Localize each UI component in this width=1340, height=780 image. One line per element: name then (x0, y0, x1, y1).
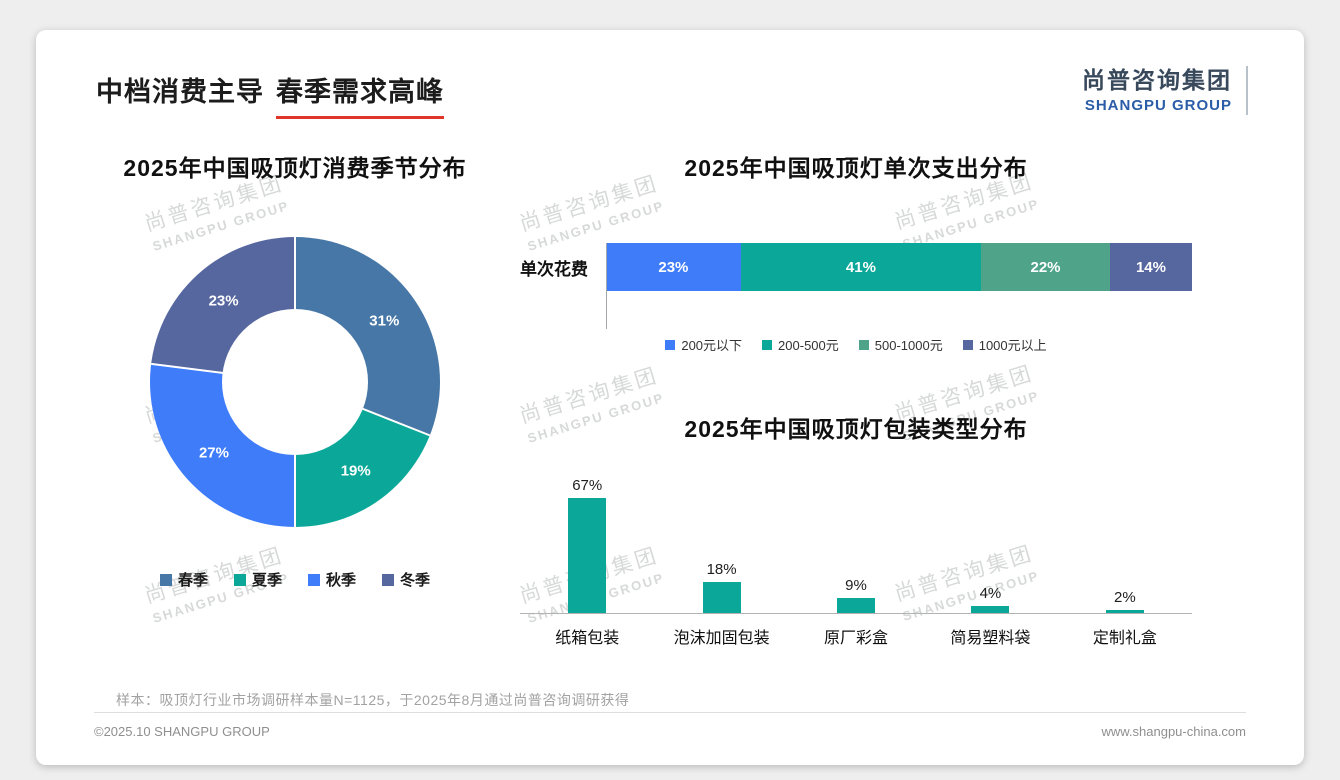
spend-stacked-row: 单次花费 23% 41% 22% 14% (520, 243, 1192, 329)
bar-value-label: 67% (572, 477, 603, 495)
legend-swatch (665, 339, 676, 350)
donut-separator (294, 237, 296, 382)
footer: ©2025.10 SHANGPU GROUP www.shangpu-china… (94, 712, 1246, 739)
legend-label: 夏季 (251, 572, 282, 589)
bar-value-label: 4% (979, 585, 1002, 603)
legend-swatch (159, 573, 172, 586)
bar-column: 18% (654, 561, 788, 613)
season-legend: 春季 夏季 秋季 冬季 (159, 569, 430, 590)
company-logo: 尚普咨询集团 SHANGPU GROUP (1082, 66, 1248, 116)
legend-swatch (382, 573, 395, 586)
spend-bar-wrap: 23% 41% 22% 14% (606, 243, 1192, 329)
legend-item: 500-1000元 (858, 335, 943, 354)
legend-label: 200元以下 (681, 338, 743, 353)
bar-rect (837, 597, 876, 613)
packaging-plot: 67% 18% 9% 4% 2% (520, 464, 1192, 614)
logo-cn-text: 尚普咨询集团 (1082, 67, 1232, 93)
legend-item: 冬季 (382, 569, 430, 590)
charts-area: 2025年中国吸顶灯消费季节分布 31% 19% 27% 23% 春季 夏季 秋季 冬季 2… (36, 149, 1304, 648)
legend-swatch (308, 573, 320, 586)
spend-legend: 200元以下 200-500元 500-1000元 1000元以上 (520, 335, 1192, 354)
footer-website: www.shangpu-china.com (1101, 724, 1246, 739)
packaging-chart-title: 2025年中国吸顶灯包装类型分布 (684, 416, 1028, 442)
donut-separator (151, 362, 296, 383)
legend-item: 秋季 (308, 569, 356, 590)
legend-item: 春季 (159, 569, 208, 590)
bar-column: 2% (1058, 589, 1192, 613)
packaging-bar-chart: 67% 18% 9% 4% 2% 纸箱包装 泡沫加固包装 原厂彩盒 简易塑料袋 定制礼盒 (520, 464, 1192, 648)
donut-slice-label: 23% (208, 292, 239, 310)
legend-swatch (762, 339, 773, 350)
bar-rect (971, 606, 1010, 613)
footer-copyright: ©2025.10 SHANGPU GROUP (94, 724, 270, 739)
bar-rect (568, 498, 607, 613)
legend-item: 1000元以上 (962, 335, 1047, 354)
season-chart-section: 2025年中国吸顶灯消费季节分布 31% 19% 27% 23% 春季 夏季 秋季 冬季 (70, 149, 520, 648)
bar-column: 4% (923, 585, 1057, 613)
legend-label: 冬季 (400, 572, 431, 589)
logo-en-text: SHANGPU GROUP (1084, 96, 1232, 114)
right-charts-section: 2025年中国吸顶灯单次支出分布 单次花费 23% 41% 22% 14% 200元以… (520, 149, 1270, 648)
spend-stacked-bar: 23% 41% 22% 14% (606, 243, 1192, 291)
page-title: 中档消费主导 春季需求高峰 (96, 70, 444, 119)
legend-label: 春季 (177, 572, 208, 589)
legend-label: 500-1000元 (874, 338, 943, 353)
bar-category-label: 原厂彩盒 (824, 630, 889, 647)
legend-swatch (233, 573, 246, 586)
bar-category-label: 泡沫加固包装 (673, 630, 770, 647)
donut-slice-label: 31% (369, 312, 400, 330)
bar-rect (702, 582, 741, 613)
donut-slice-label: 27% (198, 444, 229, 462)
legend-item: 200-500元 (762, 335, 839, 354)
bar-category-label: 定制礼盒 (1092, 630, 1157, 647)
slide-card: 尚普咨询集团 SHANGPU GROUP 尚普咨询集团 SHANGPU GROUP … (36, 30, 1304, 765)
bar-column: 9% (789, 577, 923, 613)
legend-label: 1000元以上 (978, 338, 1047, 353)
legend-swatch (962, 339, 973, 350)
title-part-1: 中档消费主导 (96, 77, 264, 107)
season-donut-chart: 31% 19% 27% 23% (150, 237, 440, 527)
header: 中档消费主导 春季需求高峰 尚普咨询集团 SHANGPU GROUP (36, 30, 1304, 119)
legend-label: 200-500元 (778, 338, 839, 353)
bar-column: 67% (520, 477, 654, 613)
spend-chart-title: 2025年中国吸顶灯单次支出分布 (684, 155, 1028, 181)
legend-item: 夏季 (233, 569, 282, 590)
donut-slice-label: 19% (340, 462, 371, 480)
bar-rect (1105, 609, 1144, 613)
stacked-segment: 14% (1109, 243, 1192, 291)
stacked-segment: 41% (740, 243, 982, 291)
spend-row-label: 单次花费 (520, 259, 588, 279)
bar-value-label: 9% (845, 576, 867, 594)
donut-separator (294, 381, 431, 437)
sample-note: 样本：吸顶灯行业市场调研样本量N=1125，于2025年8月通过尚普咨询调研获得 (116, 692, 630, 708)
legend-label: 秋季 (326, 572, 357, 589)
bar-category-label: 简易塑料袋 (950, 630, 1031, 647)
bar-value-label: 18% (706, 561, 737, 579)
legend-swatch (858, 339, 869, 350)
bar-value-label: 2% (1113, 588, 1136, 606)
bar-category-label: 纸箱包装 (555, 630, 620, 647)
title-part-2: 春季需求高峰 (276, 70, 444, 119)
stacked-segment: 23% (606, 243, 741, 291)
legend-item: 200元以下 (665, 335, 742, 354)
donut-separator (294, 382, 296, 527)
season-chart-title: 2025年中国吸顶灯消费季节分布 (123, 155, 467, 181)
stacked-segment: 22% (981, 243, 1110, 291)
packaging-category-labels: 纸箱包装 泡沫加固包装 原厂彩盒 简易塑料袋 定制礼盒 (520, 624, 1192, 648)
